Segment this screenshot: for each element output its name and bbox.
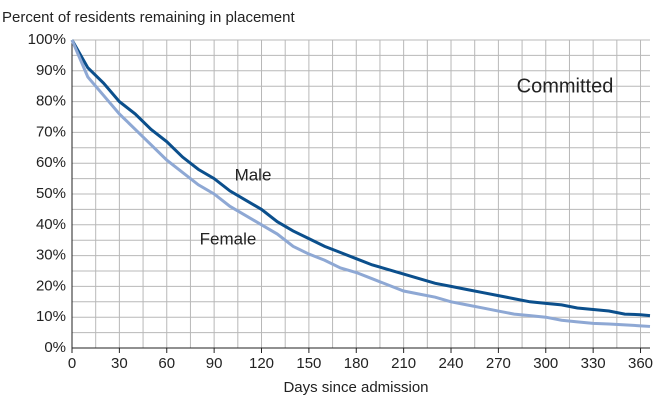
y-tick-label: 10% [36,308,66,325]
x-tick-label: 240 [439,355,464,372]
annotation: Committed [517,75,614,97]
x-axis-label: Days since admission [283,379,428,396]
y-tick-label: 30% [36,247,66,264]
annotation: Female [200,229,257,248]
y-tick-label: 50% [36,185,66,202]
annotation: Male [235,165,272,184]
x-tick-label: 180 [344,355,369,372]
x-tick-label: 300 [533,355,558,372]
y-tick-label: 20% [36,277,66,294]
x-tick-label: 30 [111,355,128,372]
x-tick-label: 330 [581,355,606,372]
chart-title: Percent of residents remaining in placem… [2,9,295,26]
x-tick-label: 360 [628,355,653,372]
y-tick-label: 40% [36,216,66,233]
y-tick-label: 70% [36,123,66,140]
series-line [70,39,651,328]
y-tick-label: 60% [36,154,66,171]
y-tick-label: 100% [28,31,66,48]
x-tick-label: 210 [391,355,416,372]
x-tick-label: 60 [158,355,175,372]
x-tick-label: 150 [296,355,321,372]
x-tick-label: 0 [68,355,76,372]
y-tick-label: 90% [36,62,66,79]
y-tick-label: 0% [44,339,66,356]
y-tick-label: 80% [36,93,66,110]
x-tick-label: 90 [206,355,223,372]
series-line [70,39,651,318]
x-tick-label: 270 [486,355,511,372]
x-tick-label: 120 [249,355,274,372]
